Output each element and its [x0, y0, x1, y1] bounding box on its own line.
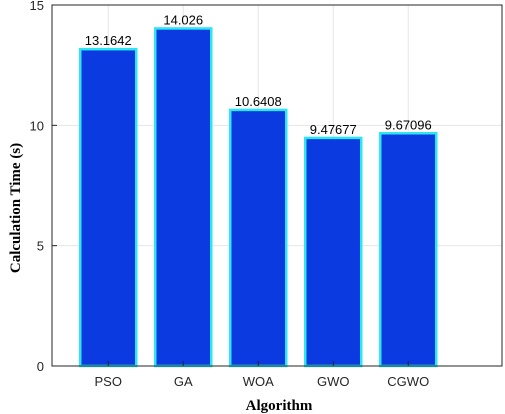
bar-gwo	[304, 136, 363, 368]
data-labels: 13.1642 14.026 10.6408 9.47677 9.67096	[85, 12, 432, 136]
bar-ga	[154, 27, 213, 368]
x-tick-label: GA	[174, 374, 193, 389]
y-tick-label: 10	[30, 118, 44, 133]
plot-frame	[51, 4, 503, 367]
axes: 0 5 10 15 PSO GA WOA GWO CGWO	[30, 0, 503, 389]
bar-woa	[229, 108, 288, 368]
x-tick-label: GWO	[317, 374, 350, 389]
x-tick-label: WOA	[243, 374, 274, 389]
y-axis-title: Calculation Time (s)	[8, 143, 24, 273]
x-tick-label: CGWO	[387, 374, 429, 389]
bar-cgwo	[379, 132, 438, 368]
bar-value-label: 14.026	[163, 12, 203, 27]
y-tick-label: 15	[30, 0, 44, 13]
y-tick-label: 0	[37, 359, 44, 374]
bar-value-label: 9.67096	[385, 117, 432, 132]
bars	[79, 27, 438, 368]
x-tick-label: PSO	[95, 374, 122, 389]
bar-value-label: 13.1642	[85, 33, 132, 48]
bar-value-label: 10.6408	[235, 94, 282, 109]
x-axis-title: Algorithm	[246, 398, 313, 414]
y-tick-label: 5	[37, 239, 44, 254]
bar-pso	[79, 47, 138, 368]
bar-value-label: 9.47677	[310, 122, 357, 137]
